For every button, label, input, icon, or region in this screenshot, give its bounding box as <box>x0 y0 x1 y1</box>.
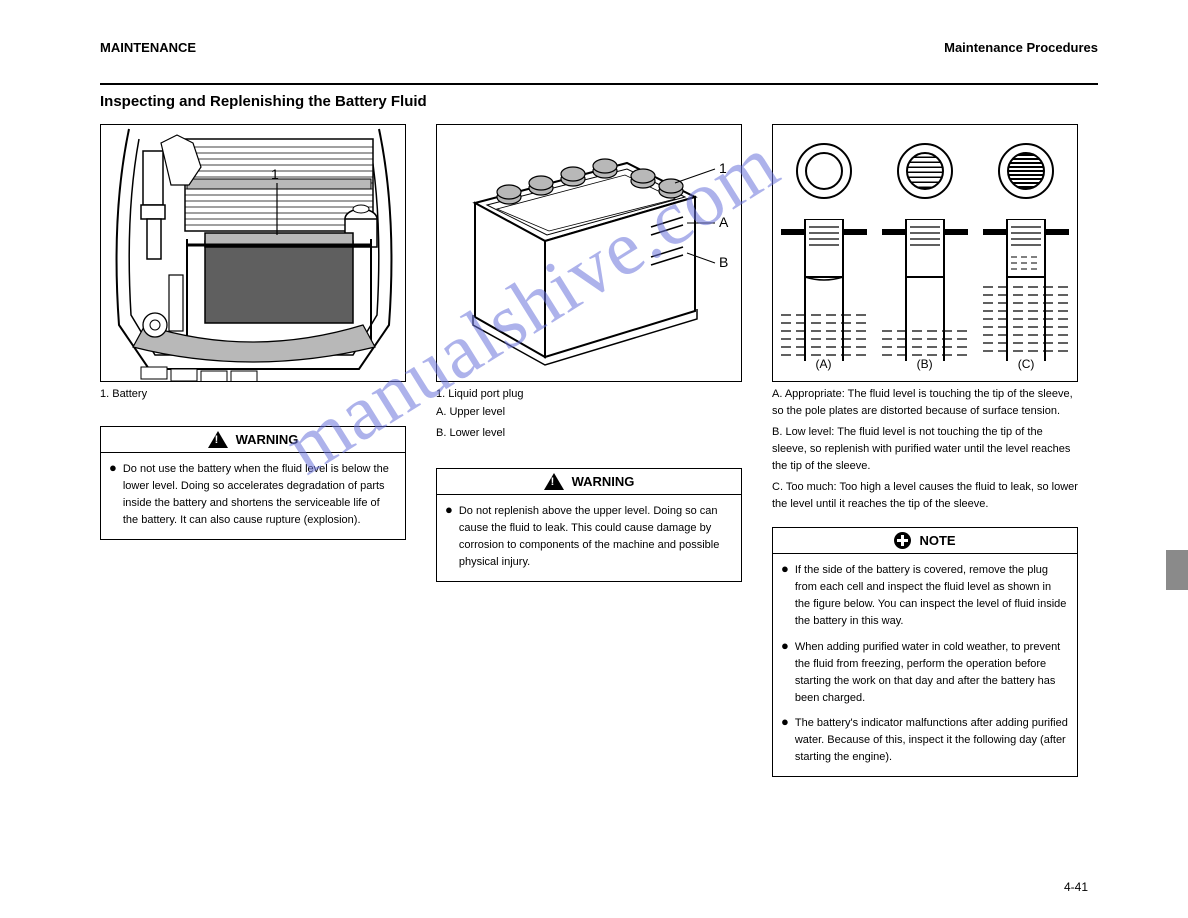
fig3-label-a: (A) <box>816 357 832 371</box>
fig3-legend-a: A. Appropriate: The fluid level is touch… <box>772 386 1078 420</box>
warning-icon <box>208 431 228 448</box>
figure-2: 1 A B <box>436 124 742 382</box>
fig2-level-b: B. Lower level <box>436 425 742 442</box>
note-item-3: The battery's indicator malfunctions aft… <box>795 715 1069 766</box>
svg-text:1: 1 <box>271 166 279 182</box>
header-right: Maintenance Procedures <box>944 40 1098 55</box>
page-number: 4-41 <box>1064 880 1088 894</box>
warning-1: WARNING ●Do not use the battery when the… <box>100 426 406 540</box>
warning-2: WARNING ●Do not replenish above the uppe… <box>436 468 742 582</box>
svg-text:B: B <box>719 254 728 270</box>
warning-1-title: WARNING <box>236 432 299 447</box>
warning-1-text: Do not use the battery when the fluid le… <box>123 461 397 529</box>
note-item-2: When adding purified water in cold weath… <box>795 639 1069 707</box>
fig1-item-label: 1. Battery <box>100 388 406 400</box>
warning-2-text: Do not replenish above the upper level. … <box>459 503 733 571</box>
warning-icon <box>544 473 564 490</box>
note-title: NOTE <box>919 533 955 548</box>
fig3-label-b: (B) <box>917 357 933 371</box>
note-item-1: If the side of the battery is covered, r… <box>795 562 1069 630</box>
fig3-label-c: (C) <box>1018 357 1035 371</box>
note-box: NOTE ●If the side of the battery is cove… <box>772 527 1078 777</box>
figure-1: 1 <box>100 124 406 382</box>
fig2-item-label: 1. Liquid port plug <box>436 388 742 400</box>
svg-text:1: 1 <box>719 160 727 176</box>
svg-text:A: A <box>719 214 729 230</box>
figure-3: (A) (B) (C) <box>772 124 1078 382</box>
section-tab <box>1166 550 1188 590</box>
fig2-level-a: A. Upper level <box>436 404 742 421</box>
fig3-legend-b: B. Low level: The fluid level is not tou… <box>772 424 1078 475</box>
header-rule <box>100 83 1098 85</box>
header-left: MAINTENANCE <box>100 40 196 55</box>
note-icon <box>894 532 911 549</box>
section-title: Inspecting and Replenishing the Battery … <box>100 93 1098 110</box>
fig3-legend-c: C. Too much: Too high a level causes the… <box>772 479 1078 513</box>
warning-2-title: WARNING <box>572 474 635 489</box>
